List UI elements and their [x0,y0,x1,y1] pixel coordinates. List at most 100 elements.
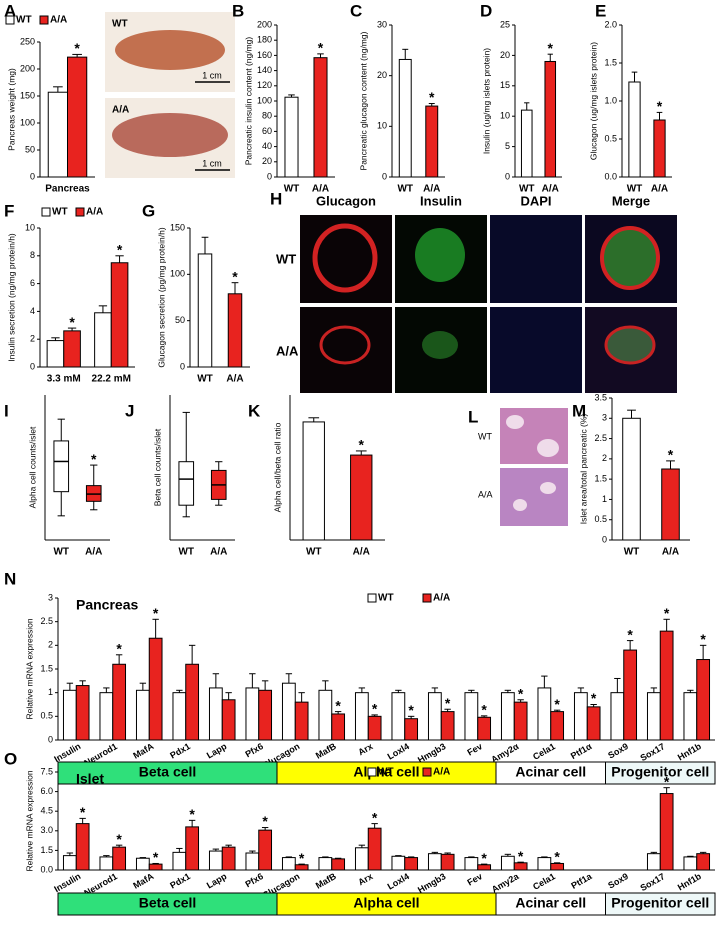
significance: * [189,806,195,822]
y-tick-label: 7.5 [40,766,53,776]
islet [422,331,458,359]
y-tick-label: 10 [377,121,387,131]
y-tick-label: 0.0 [604,171,617,181]
chart-title: Islet [76,771,104,787]
significance: * [408,702,414,718]
y-tick-label: 8 [30,250,35,260]
bar [404,857,419,871]
bar [477,716,492,741]
panel-letter: G [142,201,155,220]
panel-letter: K [248,401,261,420]
y-tick-label: 20 [500,50,510,60]
tissue [115,30,225,70]
bar [110,262,129,368]
legend-label: WT [16,15,32,26]
bar [281,682,296,741]
bar [331,713,346,741]
panel-letter: I [4,401,9,420]
cell-group [605,892,716,916]
significance: * [664,605,670,621]
y-tick-label: 100 [170,269,185,279]
column-header: Insulin [420,193,462,208]
bar [623,649,638,741]
bar [622,417,641,541]
bar [135,857,150,871]
bar [544,60,557,178]
islet [415,228,465,282]
panel-letter: L [468,407,478,426]
bar [440,853,455,871]
bar [221,846,236,871]
box [53,440,70,493]
legend-swatch [422,593,432,603]
panel-letter: M [572,401,586,420]
bar [185,826,200,871]
y-tick-label: 80 [262,111,272,121]
y-tick-label: 3.0 [40,825,53,835]
x-tick-label: A/A [312,184,329,195]
significance: * [91,451,97,467]
x-tick-label: 3.3 mM [47,374,81,385]
cell-group-label: Progenitor cell [611,764,709,780]
bar [302,421,325,541]
x-tick-label: WT [197,374,213,385]
bar [172,692,187,741]
significance: * [664,773,670,789]
y-tick-label: 10 [25,222,35,232]
micrograph [300,307,392,393]
islet [540,482,556,494]
significance: * [481,702,487,718]
y-tick-label: 15 [500,80,510,90]
micrograph [490,307,582,393]
bar [148,637,163,741]
bar [391,692,406,741]
y-tick-label: 4 [30,306,35,316]
y-tick-label: 1.5 [40,663,53,673]
y-tick-label: 0.5 [604,133,617,143]
y-tick-label: 1 [602,494,607,504]
y-axis-label: Islet area/total pancreatic (%) [578,414,588,525]
bar [367,827,382,871]
significance: * [518,685,524,701]
bar [513,862,528,871]
significance: * [657,98,663,114]
bar [391,855,406,871]
bar [683,856,698,871]
scale-label: 1 cm [202,158,222,168]
y-tick-label: 3.5 [594,392,607,402]
significance: * [262,813,268,829]
bar [208,850,223,871]
y-tick-label: 2.5 [594,433,607,443]
bar [185,663,200,741]
bar [500,855,515,871]
y-axis-label: Insulin (ug/mg islets protein) [481,48,491,154]
bar [404,718,419,741]
bar [94,312,112,368]
y-tick-label: 0 [505,171,510,181]
significance: * [445,695,451,711]
y-tick-label: 250 [20,36,35,46]
bar [646,853,661,871]
panel-letter: F [4,201,14,220]
bar [653,119,666,178]
bar [208,687,223,741]
bar [350,454,373,541]
y-tick-label: 1.5 [594,474,607,484]
immunofluorescence-panel: H Glucagon Insulin DAPI Merge WT A/A [270,189,677,393]
x-tick-label: WT [627,184,643,195]
significance: * [548,40,554,56]
y-tick-label: 150 [20,90,35,100]
bar [661,468,680,541]
legend-label: A/A [50,15,67,26]
bar [99,692,114,741]
x-tick-label: A/A [423,184,440,195]
bar [683,692,698,741]
bar [500,692,515,741]
panel-letter: J [125,401,134,420]
bar [258,829,273,871]
y-tick-label: 10 [500,111,510,121]
x-tick-label: WT [284,184,300,195]
y-tick-label: 140 [257,65,272,75]
panel-letter: B [232,1,244,20]
significance: * [429,89,435,105]
